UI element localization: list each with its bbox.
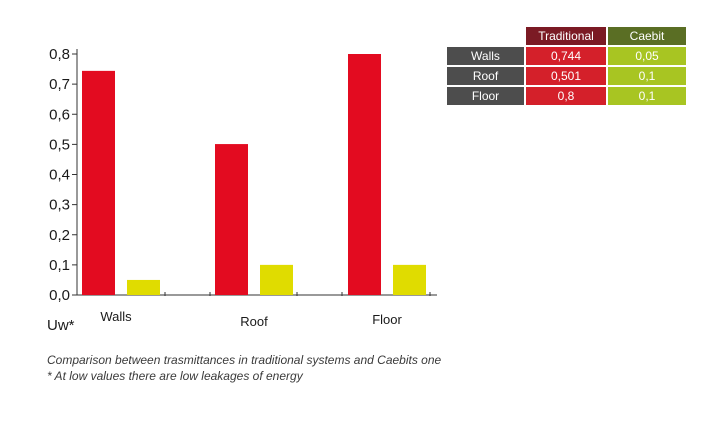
table-row-label: Walls <box>447 47 524 65</box>
bar-caebit-floor <box>393 264 426 295</box>
x-tick-label: Floor <box>372 312 402 327</box>
y-tick-label: 0,2 <box>49 227 70 244</box>
bar-caebit-roof <box>260 264 293 295</box>
bar-traditional-roof <box>215 144 248 295</box>
x-tick-label: Walls <box>100 309 132 324</box>
bar-traditional-floor <box>348 54 381 295</box>
y-tick-label: 0,5 <box>49 136 70 153</box>
y-tick-label: 0,8 <box>49 46 70 63</box>
table-row-label: Floor <box>447 87 524 105</box>
table-header-traditional: Traditional <box>526 27 606 45</box>
x-tick-label: Roof <box>240 314 268 329</box>
table-cell-traditional: 0,501 <box>526 67 606 85</box>
bar-traditional-walls <box>82 70 115 296</box>
table-row: Roof 0,501 0,1 <box>447 67 686 85</box>
values-table: Traditional Caebit Walls 0,744 0,05 Roof… <box>445 25 688 107</box>
y-axis-label: Uw* <box>47 317 75 334</box>
y-tick-label: 0,0 <box>49 287 70 304</box>
y-tick-label: 0,3 <box>49 197 70 214</box>
table-row: Floor 0,8 0,1 <box>447 87 686 105</box>
table-cell-caebit: 0,05 <box>608 47 686 65</box>
table-row: Walls 0,744 0,05 <box>447 47 686 65</box>
table-cell-caebit: 0,1 <box>608 67 686 85</box>
table-cell-caebit: 0,1 <box>608 87 686 105</box>
bar-caebit-walls <box>127 279 160 295</box>
y-tick-label: 0,4 <box>49 167 70 184</box>
y-tick-label: 0,7 <box>49 76 70 93</box>
table-row-label: Roof <box>447 67 524 85</box>
chart-caption: Comparison between trasmittances in trad… <box>47 353 442 367</box>
table-cell-traditional: 0,8 <box>526 87 606 105</box>
chart-footnote: * At low values there are low leakages o… <box>47 369 303 383</box>
y-tick-label: 0,6 <box>49 106 70 123</box>
table-cell-traditional: 0,744 <box>526 47 606 65</box>
y-tick-label: 0,1 <box>49 257 70 274</box>
table-header-caebit: Caebit <box>608 27 686 45</box>
